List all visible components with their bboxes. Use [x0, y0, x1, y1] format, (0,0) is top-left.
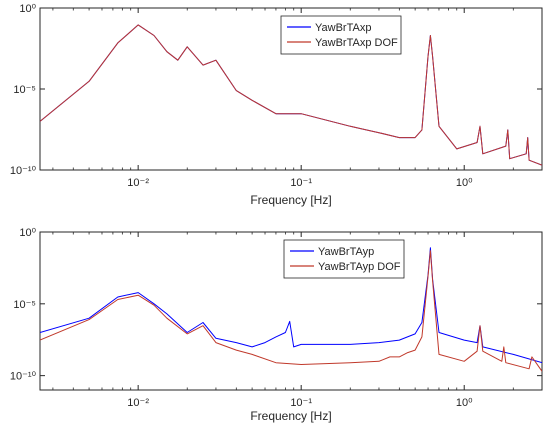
- legend-label: YawBrTAxp DOF: [315, 37, 398, 49]
- series-line-1: [40, 247, 542, 364]
- x-tick-label: 10⁻¹: [290, 397, 312, 409]
- series-group: [40, 24, 542, 166]
- legend-box: [283, 239, 405, 279]
- legend-box: [280, 15, 402, 55]
- y-tick-label: 10⁻¹⁰: [10, 165, 37, 177]
- series-line-2: [40, 24, 542, 166]
- y-tick-label: 10⁻⁵: [13, 299, 36, 311]
- x-axis-label: Frequency [Hz]: [250, 409, 331, 423]
- y-tick-label: 10⁰: [19, 3, 36, 15]
- x-tick-label: 10⁻¹: [290, 177, 312, 189]
- series-group: [40, 247, 542, 372]
- legend-label: YawBrTAyp DOF: [318, 261, 401, 273]
- x-axis-label: Frequency [Hz]: [250, 193, 331, 207]
- top-chart: 10⁻² 10⁻¹ 10⁰ 10⁻¹⁰ 10⁻⁵ 10⁰ Frequency [Hz] Yaw…: [10, 3, 543, 207]
- y-tick-label: 10⁻¹⁰: [10, 371, 37, 383]
- y-tick-label: 10⁻⁵: [13, 84, 36, 96]
- x-tick-label: 10⁻²: [127, 397, 149, 409]
- bottom-chart: 10⁻² 10⁻¹ 10⁰ 10⁻¹⁰ 10⁻⁵ 10⁰ Frequency [Hz] Yaw…: [10, 227, 543, 423]
- series-line-2: [40, 250, 542, 372]
- x-tick-label: 10⁻²: [127, 177, 149, 189]
- x-tick-label: 10⁰: [456, 177, 473, 189]
- x-tick-label: 10⁰: [456, 397, 473, 409]
- legend-label: YawBrTAyp: [318, 246, 374, 258]
- legend-label: YawBrTAxp: [315, 22, 371, 34]
- y-tick-label: 10⁰: [19, 227, 36, 239]
